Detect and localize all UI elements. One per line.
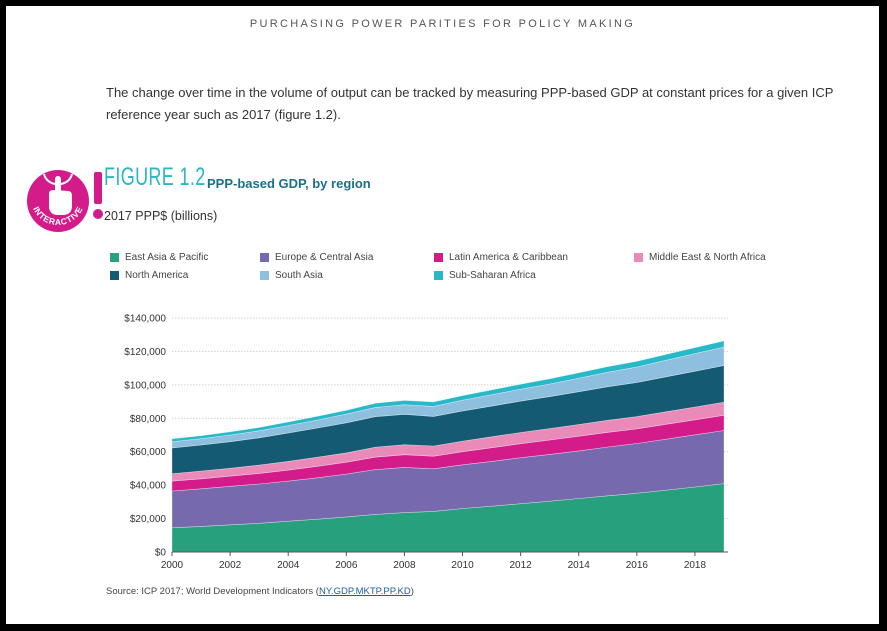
legend-label: Europe & Central Asia bbox=[275, 252, 374, 263]
y-tick-label: $0 bbox=[155, 548, 167, 559]
stacked-area-chart: $0 $20,000 $40,000 $60,000 $80,000 $100,000 $1… bbox=[124, 314, 728, 571]
x-tick-label: 2010 bbox=[451, 560, 474, 571]
legend-label: Latin America & Caribbean bbox=[449, 252, 568, 263]
figure-number: FIGURE 1.2 bbox=[104, 163, 206, 191]
figure-title: PPP-based GDP, by region bbox=[207, 176, 371, 191]
legend-swatch bbox=[260, 253, 269, 262]
legend-swatch bbox=[110, 271, 119, 280]
source-suffix: ) bbox=[410, 586, 414, 597]
legend-swatch bbox=[434, 253, 443, 262]
x-tick-label: 2012 bbox=[510, 560, 533, 571]
y-tick-label: $120,000 bbox=[124, 347, 166, 358]
y-tick-label: $40,000 bbox=[130, 481, 167, 492]
legend-item: South Asia bbox=[260, 270, 323, 281]
hand-pointer-icon bbox=[43, 173, 73, 215]
x-tick-label: 2002 bbox=[219, 560, 242, 571]
area-series-sub-saharan-africa bbox=[171, 340, 725, 443]
y-tick-label: $80,000 bbox=[130, 414, 167, 425]
running-head: PURCHASING POWER PARITIES FOR POLICY MAK… bbox=[249, 18, 636, 30]
legend-swatch bbox=[110, 253, 119, 262]
x-tick-label: 2006 bbox=[335, 560, 358, 571]
y-tick-label: $100,000 bbox=[124, 380, 166, 391]
legend-item: Sub-Saharan Africa bbox=[434, 270, 536, 281]
legend-label: East Asia & Pacific bbox=[125, 252, 209, 263]
legend-item: North America bbox=[110, 270, 188, 281]
legend-label: Sub-Saharan Africa bbox=[449, 270, 536, 281]
x-tick-label: 2000 bbox=[161, 560, 184, 571]
source-prefix: Source: ICP 2017; World Development Indi… bbox=[106, 586, 319, 597]
y-tick-label: $20,000 bbox=[130, 514, 167, 525]
legend-item: East Asia & Pacific bbox=[110, 252, 208, 263]
legend-swatch bbox=[634, 253, 643, 262]
y-tick-label: $60,000 bbox=[130, 447, 167, 458]
y-tick-label: $140,000 bbox=[124, 314, 166, 325]
legend-item: Europe & Central Asia bbox=[260, 252, 373, 263]
legend-label: North America bbox=[125, 270, 189, 281]
legend-swatch bbox=[434, 271, 443, 280]
source-note: Source: ICP 2017; World Development Indi… bbox=[106, 586, 414, 597]
legend-label: South Asia bbox=[275, 270, 323, 281]
legend-item: Middle East & North Africa bbox=[634, 252, 766, 263]
x-tick-label: 2008 bbox=[393, 560, 416, 571]
legend-swatch bbox=[260, 271, 269, 280]
x-tick-label: 2016 bbox=[626, 560, 649, 571]
legend-item: Latin America & Caribbean bbox=[434, 252, 568, 263]
source-link[interactable]: NY.GDP.MKTP.PP.KD bbox=[318, 586, 411, 597]
x-tick-label: 2014 bbox=[568, 560, 591, 571]
figure-subtitle: 2017 PPP$ (billions) bbox=[104, 209, 218, 223]
exclamation-icon bbox=[93, 172, 103, 219]
x-tick-label: 2018 bbox=[684, 560, 707, 571]
intro-paragraph: The change over time in the volume of ou… bbox=[106, 85, 834, 122]
report-page: PURCHASING POWER PARITIES FOR POLICY MAK… bbox=[6, 6, 879, 624]
interactive-badge[interactable]: INTERACTIVE bbox=[18, 162, 110, 240]
x-tick-label: 2004 bbox=[277, 560, 300, 571]
legend-label: Middle East & North Africa bbox=[649, 252, 766, 263]
